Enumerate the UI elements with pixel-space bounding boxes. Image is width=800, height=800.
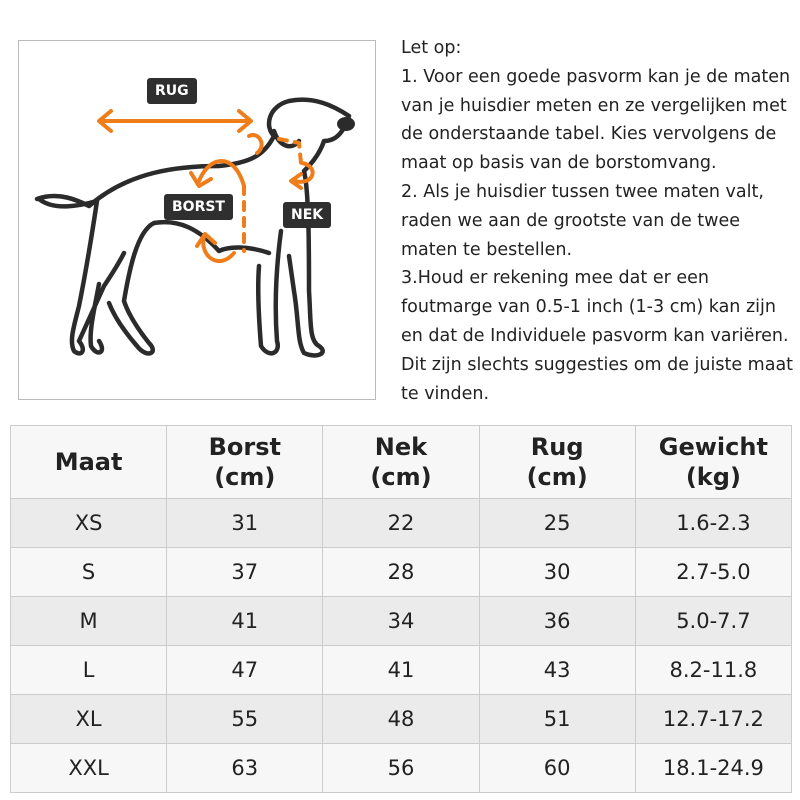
dog-measurement-diagram: RUG BORST NEK <box>18 40 376 400</box>
column-header-text: Borst <box>208 433 281 461</box>
table-cell: 31 <box>166 498 324 548</box>
table-cell: M <box>9 596 168 646</box>
note-line: en dat de Individuele pasvorm kan variër… <box>401 325 789 346</box>
neck-label: NEK <box>283 202 332 228</box>
table-cell: 5.0-7.7 <box>634 596 793 646</box>
column-header-text: (kg) <box>685 463 741 491</box>
note-line: maat op basis van de borstomvang. <box>401 153 717 174</box>
note-line: 2. Als je huisdier tussen twee maten val… <box>401 181 764 202</box>
table-cell: L <box>9 645 168 695</box>
note-line: foutmarge van 0.5-1 inch (1-3 cm) kan zi… <box>401 297 776 318</box>
table-header-row: Maat Borst (cm) Nek (cm) Rug (cm) Gewicht (kg) <box>9 425 793 499</box>
note-line: Dit zijn slechts suggesties om de juiste… <box>401 354 794 375</box>
column-header-text: Gewicht <box>658 433 768 461</box>
table-cell: 51 <box>478 694 636 744</box>
table-row: S 37 28 30 2.7-5.0 <box>9 547 793 597</box>
table-cell: 25 <box>478 498 636 548</box>
note-line: 3.Houd er rekening mee dat er een <box>401 268 709 289</box>
table-cell: 34 <box>322 596 480 646</box>
table-cell: 36 <box>478 596 636 646</box>
column-header: Gewicht (kg) <box>634 425 793 499</box>
column-header-text: (cm) <box>214 463 276 491</box>
table-cell: 2.7-5.0 <box>634 547 793 597</box>
size-chart-table: Maat Borst (cm) Nek (cm) Rug (cm) Gewicht (kg) X… <box>9 425 793 793</box>
table-row: XXL 63 56 60 18.1-24.9 <box>9 743 793 793</box>
table-cell: 48 <box>322 694 480 744</box>
column-header: Rug (cm) <box>478 425 636 499</box>
table-cell: 12.7-17.2 <box>634 694 793 744</box>
table-cell: 18.1-24.9 <box>634 743 793 793</box>
chest-label: BORST <box>164 194 233 220</box>
column-header-text: (cm) <box>526 463 588 491</box>
column-header-text: Rug <box>530 433 584 461</box>
table-cell: XL <box>9 694 168 744</box>
column-header-text: Maat <box>54 448 123 476</box>
note-line: maten te bestellen. <box>401 239 573 260</box>
table-row: XS 31 22 25 1.6-2.3 <box>9 498 793 548</box>
table-row: M 41 34 36 5.0-7.7 <box>9 596 793 646</box>
column-header: Nek (cm) <box>322 425 480 499</box>
table-cell: 47 <box>166 645 324 695</box>
table-cell: 41 <box>166 596 324 646</box>
table-cell: 37 <box>166 547 324 597</box>
table-cell: XS <box>9 498 168 548</box>
note-line: te vinden. <box>401 383 490 404</box>
table-cell: XXL <box>9 743 168 793</box>
table-cell: 30 <box>478 547 636 597</box>
table-cell: 1.6-2.3 <box>634 498 793 548</box>
table-cell: 43 <box>478 645 636 695</box>
table-cell: 63 <box>166 743 324 793</box>
column-header: Maat <box>9 425 168 499</box>
table-cell: 41 <box>322 645 480 695</box>
table-cell: 55 <box>166 694 324 744</box>
back-length-label: RUG <box>147 78 197 104</box>
table-cell: 8.2-11.8 <box>634 645 793 695</box>
note-line: de onderstaande tabel. Kies vervolgens d… <box>401 124 777 145</box>
table-cell: 60 <box>478 743 636 793</box>
table-row: L 47 41 43 8.2-11.8 <box>9 645 793 695</box>
table-cell: S <box>9 547 168 597</box>
table-cell: 22 <box>322 498 480 548</box>
table-cell: 56 <box>322 743 480 793</box>
table-row: XL 55 48 51 12.7-17.2 <box>9 694 793 744</box>
table-cell: 28 <box>322 547 480 597</box>
dog-outline-icon <box>34 97 355 358</box>
note-line: van je huisdier meten en ze vergelijken … <box>401 95 787 116</box>
column-header-text: (cm) <box>370 463 432 491</box>
column-header: Borst (cm) <box>166 425 324 499</box>
note-line: Let op: <box>401 38 462 58</box>
column-header-text: Nek <box>374 433 428 461</box>
note-line: raden we aan de grootste van de twee <box>401 210 741 231</box>
measurement-notes: Let op: 1. Voor een goede pasvorm kan je … <box>401 34 800 408</box>
note-line: 1. Voor een goede pasvorm kan je de mate… <box>401 66 791 87</box>
